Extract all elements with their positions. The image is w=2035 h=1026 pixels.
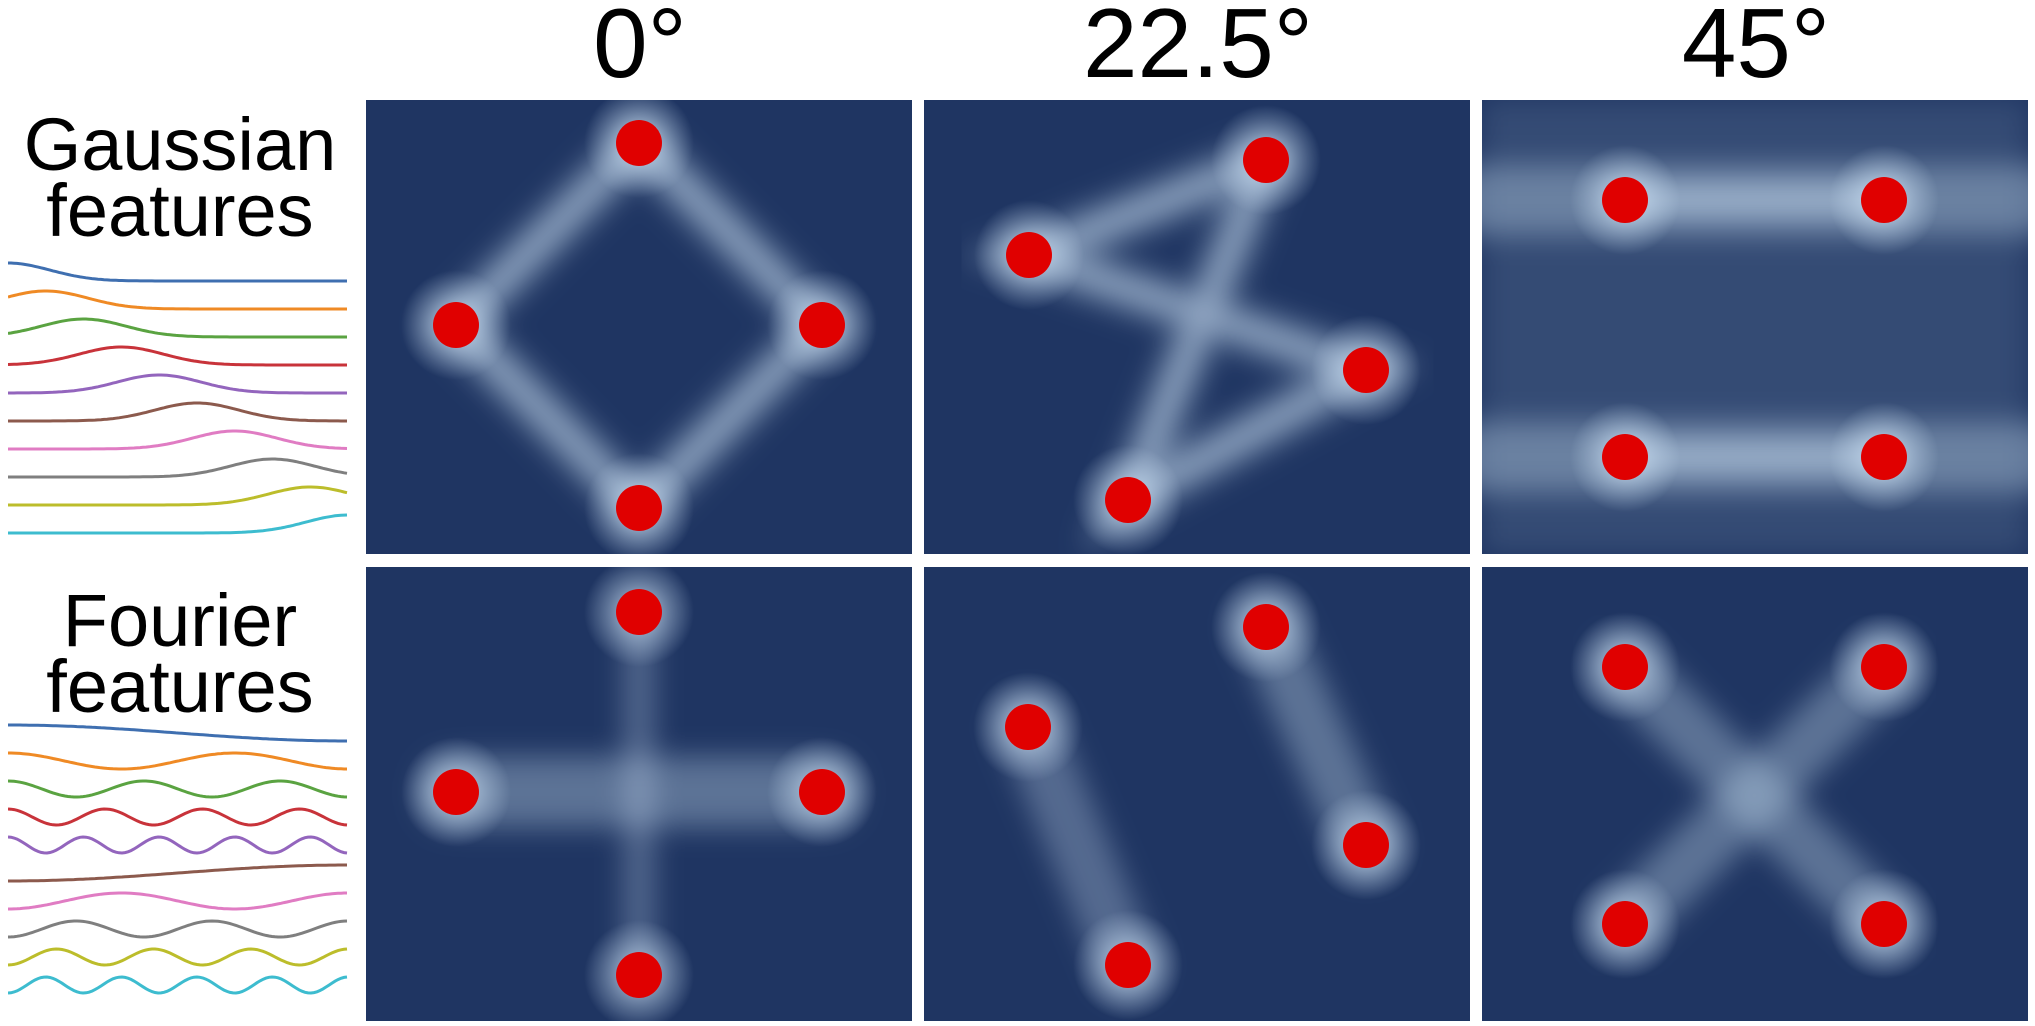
feature-curve-3	[8, 779, 348, 799]
target-marker-2	[433, 302, 479, 348]
target-marker-4	[1105, 477, 1151, 523]
fourier-feature-curves	[8, 715, 356, 1005]
feature-curve-1	[8, 261, 347, 283]
feature-curve-4	[8, 345, 347, 367]
feature-curve-7	[8, 429, 348, 451]
target-marker-2	[1243, 604, 1289, 650]
target-marker-1	[616, 120, 662, 166]
target-marker-1	[1602, 644, 1648, 690]
panel-gaussian-0deg	[366, 100, 912, 554]
density-map	[998, 597, 1396, 995]
target-marker-3	[1343, 347, 1389, 393]
row-title-gaussian: Gaussian features	[0, 103, 360, 252]
panel-fourier-22-5deg	[924, 567, 1470, 1021]
target-marker-4	[616, 485, 662, 531]
feature-curve-10	[8, 975, 348, 995]
target-marker-2	[1243, 137, 1289, 183]
row-title-fourier-line1: Fourier	[62, 579, 298, 662]
row-title-gaussian-line2: features	[46, 169, 314, 252]
density-map	[1482, 100, 2028, 554]
target-marker-2	[433, 769, 479, 815]
target-marker-3	[1343, 822, 1389, 868]
column-header-0: 0°	[593, 0, 687, 98]
panel-gaussian-45deg	[1482, 100, 2028, 554]
panel-fourier-45deg	[1482, 567, 2028, 1021]
target-marker-3	[1602, 434, 1648, 480]
target-marker-4	[1861, 434, 1907, 480]
feature-curve-4	[8, 807, 348, 827]
row-title-gaussian-line1: Gaussian	[23, 103, 337, 186]
target-marker-4	[616, 952, 662, 998]
feature-curve-9	[8, 947, 348, 967]
target-marker-3	[799, 769, 845, 815]
feature-curve-7	[8, 891, 347, 911]
feature-curve-2	[8, 751, 347, 771]
density-map	[1595, 637, 1914, 954]
density-map	[421, 597, 857, 990]
feature-curve-5	[8, 373, 347, 395]
feature-curve-8	[8, 919, 348, 939]
gaussian-feature-curves	[8, 255, 356, 545]
feature-curve-3	[8, 317, 347, 339]
feature-curve-6	[8, 863, 347, 883]
feature-curve-1	[8, 723, 347, 743]
target-marker-1	[1602, 177, 1648, 223]
target-marker-1	[1006, 232, 1052, 278]
density-map	[962, 137, 1423, 552]
target-marker-2	[1861, 644, 1907, 690]
row-title-fourier: Fourier features	[0, 579, 360, 728]
feature-curve-2	[8, 289, 347, 311]
feature-curve-10	[8, 513, 348, 535]
target-marker-3	[799, 302, 845, 348]
target-marker-4	[1861, 901, 1907, 947]
row-title-fourier-line2: features	[46, 645, 314, 728]
column-header-22-5: 22.5°	[1083, 0, 1313, 98]
column-header-45: 45°	[1681, 0, 1831, 98]
feature-curve-6	[8, 401, 347, 423]
feature-curve-9	[8, 485, 348, 507]
target-marker-1	[616, 589, 662, 635]
target-marker-1	[1005, 704, 1051, 750]
feature-curve-8	[8, 457, 348, 479]
target-marker-2	[1861, 177, 1907, 223]
target-marker-3	[1602, 901, 1648, 947]
target-marker-4	[1105, 942, 1151, 988]
panel-gaussian-22-5deg	[924, 100, 1470, 554]
feature-curve-5	[8, 835, 348, 855]
panel-fourier-0deg	[366, 567, 912, 1021]
